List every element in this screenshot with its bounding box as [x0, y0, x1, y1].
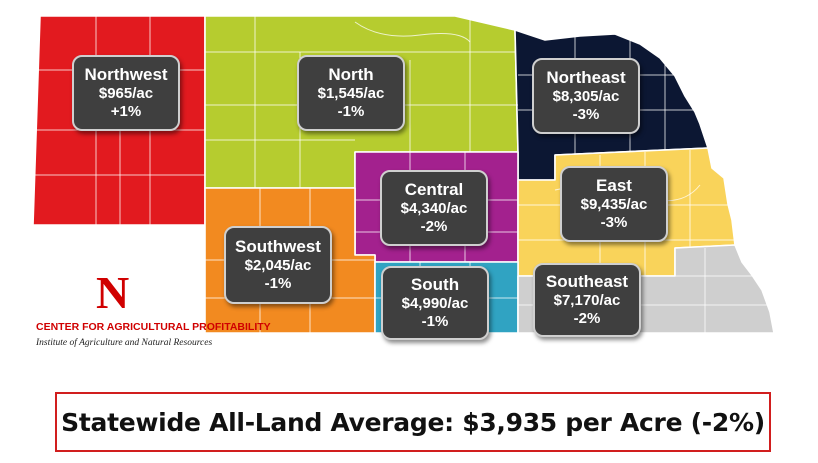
region-value: $4,990/ac: [401, 295, 469, 313]
region-value: $4,340/ac: [400, 200, 468, 218]
region-label-north: North $1,545/ac -1%: [297, 55, 405, 131]
region-name: Southeast: [545, 272, 629, 292]
institute-name: Institute of Agriculture and Natural Res…: [36, 338, 213, 348]
region-value: $1,545/ac: [317, 85, 385, 103]
region-change: -1%: [337, 103, 365, 121]
region-change: +1%: [110, 103, 142, 121]
region-name: North: [328, 65, 374, 85]
statewide-average-banner: Statewide All-Land Average: $3,935 per A…: [55, 392, 771, 452]
region-change: -2%: [573, 310, 601, 328]
region-label-south: South $4,990/ac -1%: [381, 266, 489, 340]
region-label-southwest: Southwest $2,045/ac -1%: [224, 226, 332, 304]
region-change: -3%: [572, 106, 600, 124]
region-change: -2%: [420, 218, 448, 236]
region-value: $7,170/ac: [553, 292, 621, 310]
region-label-northwest: Northwest $965/ac +1%: [72, 55, 180, 131]
region-name: Central: [404, 180, 464, 200]
region-label-central: Central $4,340/ac -2%: [380, 170, 488, 246]
region-name: South: [410, 275, 460, 295]
region-name: Northeast: [546, 68, 626, 88]
region-label-southeast: Southeast $7,170/ac -2%: [533, 263, 641, 337]
region-value: $9,435/ac: [580, 196, 648, 214]
region-value: $965/ac: [98, 85, 154, 103]
region-name: Southwest: [235, 237, 321, 257]
region-name: Northwest: [84, 65, 168, 85]
region-change: -1%: [264, 275, 292, 293]
region-change: -1%: [421, 313, 449, 331]
nebraska-n-logo-icon: N: [96, 267, 130, 318]
region-value: $8,305/ac: [552, 88, 620, 106]
center-name: CENTER FOR AGRICULTURAL PROFITABILITY: [36, 321, 271, 333]
region-change: -3%: [600, 214, 628, 232]
region-label-east: East $9,435/ac -3%: [560, 166, 668, 242]
region-value: $2,045/ac: [244, 257, 312, 275]
region-name: East: [596, 176, 632, 196]
region-label-northeast: Northeast $8,305/ac -3%: [532, 58, 640, 134]
